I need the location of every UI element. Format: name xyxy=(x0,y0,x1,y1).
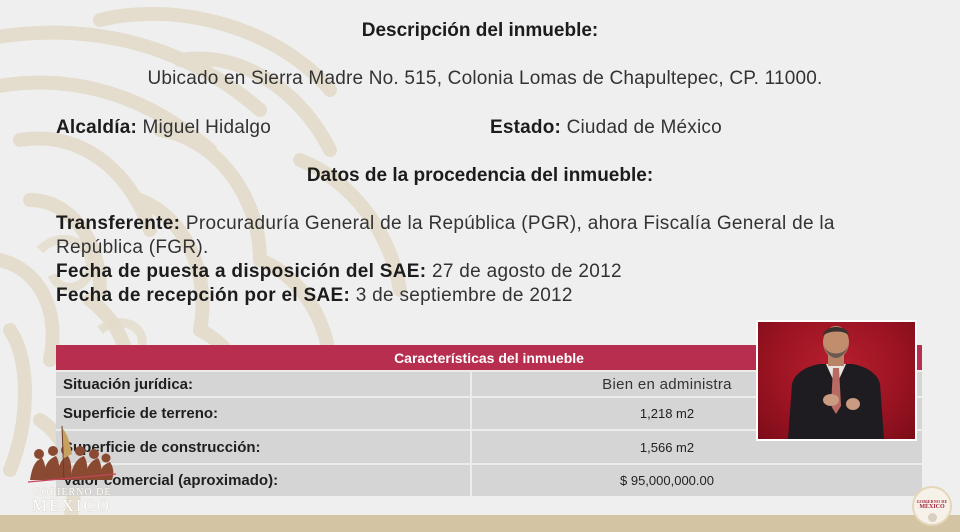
seal-emblem-icon xyxy=(927,513,937,522)
fecha-recepcion-value: 3 de septiembre de 2012 xyxy=(355,285,573,306)
transferente-value: Procuraduría General de la República (PG… xyxy=(56,213,835,258)
alcaldia-value: Miguel Hidalgo xyxy=(142,117,271,138)
row-label: Superficie de terreno: xyxy=(56,398,472,429)
mexico-text: MÉXICO xyxy=(32,496,112,515)
gobierno-seal-icon: GOBIERNO DE MÉXICO xyxy=(912,486,952,526)
gobierno-text: GOBIERNO DE xyxy=(33,487,112,498)
seal-line1: GOBIERNO DE xyxy=(916,499,948,504)
fecha-puesta-value: 27 de agosto de 2012 xyxy=(431,261,622,282)
gobierno-heroes-logo-icon xyxy=(27,425,117,483)
interpreter-video xyxy=(756,320,917,441)
seal-line2: MÉXICO xyxy=(919,504,945,510)
transferente-field: Transferente: Procuraduría General de la… xyxy=(56,212,926,260)
estado-value: Ciudad de México xyxy=(566,117,722,138)
fecha-recepcion-field: Fecha de recepción por el SAE: 3 de sept… xyxy=(56,284,926,308)
row-label: Valor comercial (aproximado): xyxy=(56,465,472,496)
row-value: Bien en administra xyxy=(602,375,732,393)
bottom-band xyxy=(0,515,960,532)
fecha-puesta-label: Fecha de puesta a disposición del SAE: xyxy=(56,261,427,282)
fecha-recepcion-label: Fecha de recepción por el SAE: xyxy=(56,285,351,306)
section-title-descripcion: Descripción del inmueble: xyxy=(361,20,599,41)
row-value: $ 95,000,000.00 xyxy=(620,473,714,488)
estado-field: Estado: Ciudad de México xyxy=(490,117,722,139)
interpreter-figure-icon xyxy=(788,326,884,439)
address-text: Ubicado en Sierra Madre No. 515, Colonia… xyxy=(147,68,823,89)
row-value: 1,218 m2 xyxy=(639,406,695,421)
section-title-procedencia: Datos de la procedencia del inmueble: xyxy=(306,165,654,186)
table-row: Valor comercial (aproximado): $ 95,000,0… xyxy=(56,463,922,496)
fecha-puesta-field: Fecha de puesta a disposición del SAE: 2… xyxy=(56,260,926,284)
row-label: Situación jurídica: xyxy=(56,372,472,396)
alcaldia-field: Alcaldía: Miguel Hidalgo xyxy=(56,117,271,139)
transferente-label: Transferente: xyxy=(56,213,181,234)
row-value: 1,566 m2 xyxy=(639,439,695,455)
interpreter-video-frame xyxy=(758,322,915,439)
procedencia-details: Transferente: Procuraduría General de la… xyxy=(56,212,926,308)
estado-label: Estado: xyxy=(490,117,562,138)
row-label: Superficie de construcción: xyxy=(56,431,472,463)
alcaldia-label: Alcaldía: xyxy=(56,117,137,138)
